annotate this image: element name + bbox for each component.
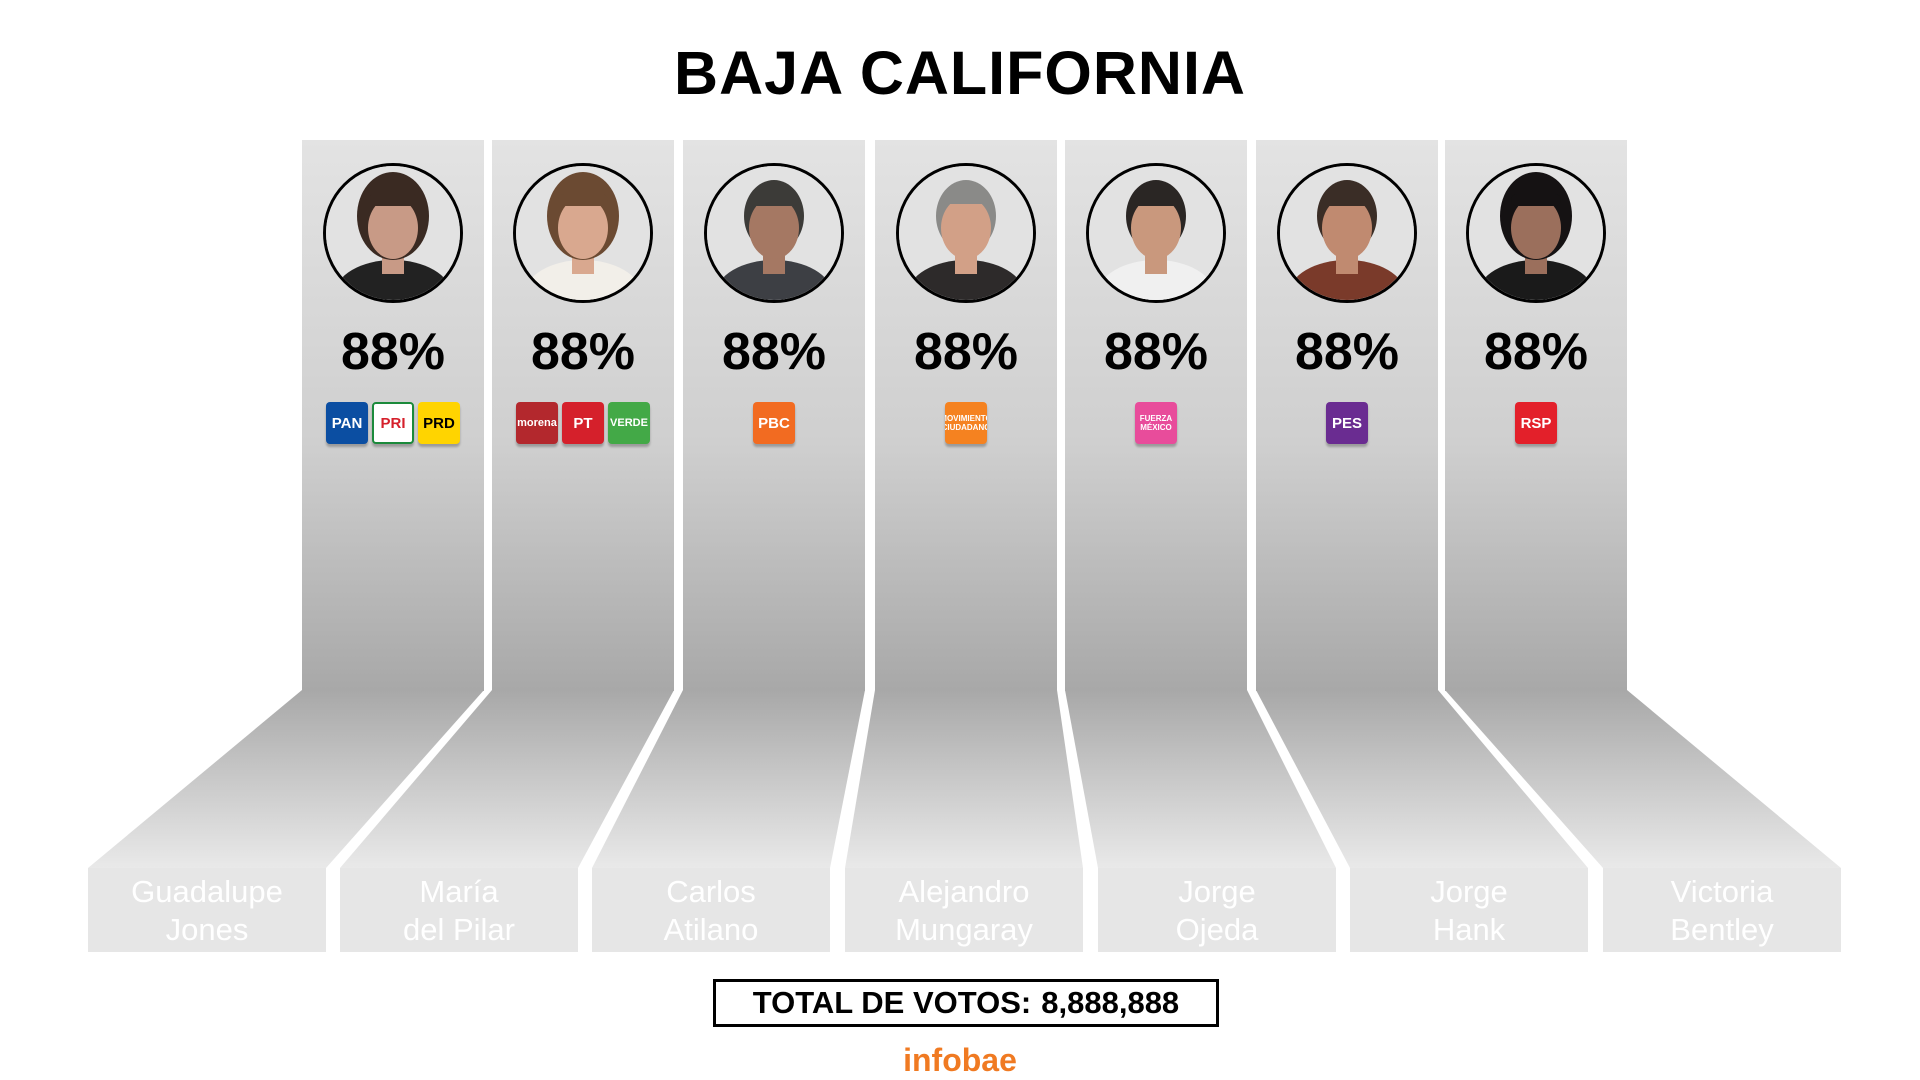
candidate-last-name: Jones bbox=[165, 912, 249, 947]
candidate-last-name: Hank bbox=[1432, 912, 1506, 947]
party-logos: PBC bbox=[683, 402, 865, 444]
candidate-ramp-1 bbox=[340, 690, 674, 868]
total-votes-value: 8,888,888 bbox=[1041, 985, 1180, 1020]
candidate-card: 88% MOVIMIENTO CIUDADANO bbox=[875, 140, 1057, 680]
candidate-name: Victoria Bentley bbox=[1603, 873, 1841, 949]
candidate-name: Carlos Atilano bbox=[592, 873, 830, 949]
party-logos: MOVIMIENTO CIUDADANO bbox=[875, 402, 1057, 444]
total-votes: TOTAL DE VOTOS: 8,888,888 bbox=[713, 979, 1219, 1027]
candidate-percent: 88% bbox=[1103, 323, 1209, 381]
candidate-card: 88% RSP bbox=[1445, 140, 1627, 680]
candidate-ramp-3 bbox=[845, 690, 1083, 868]
candidate-first-name: Jorge bbox=[1178, 874, 1256, 909]
candidate-percent: 88% bbox=[913, 323, 1019, 381]
candidate-name: María del Pilar bbox=[340, 873, 578, 949]
candidate-name-box-0 bbox=[88, 868, 326, 952]
candidate-ramp-6 bbox=[1445, 690, 1841, 868]
candidate-photo bbox=[513, 163, 653, 303]
candidate-first-name: Guadalupe bbox=[131, 874, 283, 909]
party-logos: FUERZA MÉXICO bbox=[1065, 402, 1247, 444]
candidate-last-name: Bentley bbox=[1670, 912, 1774, 947]
candidate-name-box-3 bbox=[845, 868, 1083, 952]
party-logos: PES bbox=[1256, 402, 1438, 444]
party-logo-fuerza-m-xico-icon: FUERZA MÉXICO bbox=[1135, 402, 1177, 444]
candidate-ramp-5 bbox=[1256, 690, 1588, 868]
party-logos: RSP bbox=[1445, 402, 1627, 444]
candidate-name-box-4 bbox=[1098, 868, 1336, 952]
candidate-card: 88% PAN PRI PRD bbox=[302, 140, 484, 680]
candidate-first-name: Carlos bbox=[666, 874, 756, 909]
candidate-percent: 88% bbox=[1294, 323, 1400, 381]
candidate-name: Guadalupe Jones bbox=[88, 873, 326, 949]
candidate-photo bbox=[704, 163, 844, 303]
candidate-name: Jorge Hank bbox=[1350, 873, 1588, 949]
candidate-name-box-1 bbox=[340, 868, 578, 952]
candidate-last-name: del Pilar bbox=[403, 912, 515, 947]
candidate-card: 88% FUERZA MÉXICO bbox=[1065, 140, 1247, 680]
candidate-percent: 88% bbox=[1483, 323, 1589, 381]
candidate-photo bbox=[323, 163, 463, 303]
candidate-percent: 88% bbox=[340, 323, 446, 381]
candidate-percent: 88% bbox=[530, 323, 636, 381]
party-logo-prd-icon: PRD bbox=[418, 402, 460, 444]
candidate-first-name: Alejandro bbox=[898, 874, 1030, 909]
candidate-card: 88% PBC bbox=[683, 140, 865, 680]
party-logo-movimiento-ciudadano-icon: MOVIMIENTO CIUDADANO bbox=[945, 402, 987, 444]
candidate-first-name: María bbox=[419, 874, 499, 909]
party-logos: PAN PRI PRD bbox=[302, 402, 484, 444]
candidate-ramp-4 bbox=[1065, 690, 1336, 868]
party-logo-pri-icon: PRI bbox=[372, 402, 414, 444]
party-logo-pan-icon: PAN bbox=[326, 402, 368, 444]
party-logos: morena PT VERDE bbox=[492, 402, 674, 444]
candidate-first-name: Jorge bbox=[1430, 874, 1508, 909]
candidate-photo bbox=[896, 163, 1036, 303]
candidate-first-name: Victoria bbox=[1670, 874, 1774, 909]
party-logo-morena-icon: morena bbox=[516, 402, 558, 444]
candidate-percent: 88% bbox=[721, 323, 827, 381]
candidate-name: Alejandro Mungaray bbox=[845, 873, 1083, 949]
candidate-last-name: Mungaray bbox=[895, 912, 1033, 947]
candidate-name-box-5 bbox=[1350, 868, 1588, 952]
party-logo-pt-icon: PT bbox=[562, 402, 604, 444]
party-logo-pbc-icon: PBC bbox=[753, 402, 795, 444]
candidate-photo bbox=[1086, 163, 1226, 303]
candidate-ramp-2 bbox=[592, 690, 865, 868]
candidate-name: Jorge Ojeda bbox=[1098, 873, 1336, 949]
page-title: BAJA CALIFORNIA bbox=[674, 39, 1246, 107]
candidate-photo bbox=[1277, 163, 1417, 303]
candidate-last-name: Ojeda bbox=[1175, 912, 1259, 947]
party-logo-verde-icon: VERDE bbox=[608, 402, 650, 444]
party-logo-pes-icon: PES bbox=[1326, 402, 1368, 444]
total-votes-label: TOTAL DE VOTOS: bbox=[752, 985, 1032, 1020]
candidate-photo bbox=[1466, 163, 1606, 303]
candidate-card: 88% PES bbox=[1256, 140, 1438, 680]
candidate-name-box-6 bbox=[1603, 868, 1841, 952]
candidate-ramp-0 bbox=[88, 690, 484, 868]
candidate-card: 88% morena PT VERDE bbox=[492, 140, 674, 680]
infobae-logo: infobae bbox=[903, 1042, 1017, 1078]
candidate-name-box-2 bbox=[592, 868, 830, 952]
party-logo-rsp-icon: RSP bbox=[1515, 402, 1557, 444]
candidate-last-name: Atilano bbox=[663, 912, 759, 947]
